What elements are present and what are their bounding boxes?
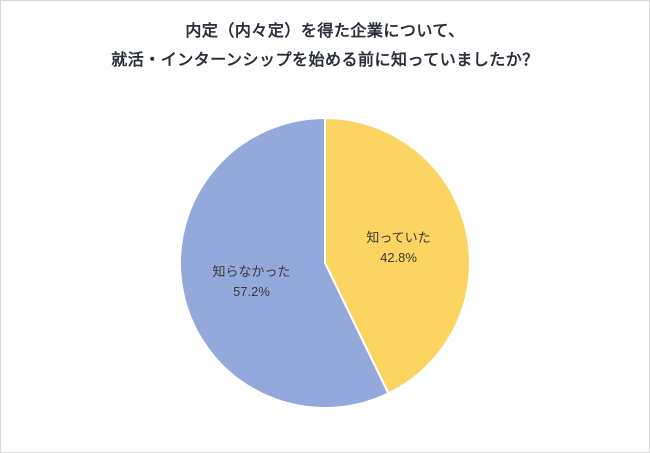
- chart-title-line-2: 就活・インターンシップを始める前に知っていましたか？: [111, 52, 539, 69]
- pie-slice-label-1: 知らなかった 57.2%: [212, 264, 290, 299]
- chart-title: 内定（内々定）を得た企業について、 就活・インターンシップを始める前に知っていま…: [1, 17, 649, 75]
- pie-slice-1: [179, 117, 390, 409]
- chart-title-line-1: 内定（内々定）を得た企業について、: [185, 23, 465, 40]
- pie-slice-label-0: 知っていた 42.8%: [366, 230, 430, 265]
- pie-slice-0: [324, 117, 471, 395]
